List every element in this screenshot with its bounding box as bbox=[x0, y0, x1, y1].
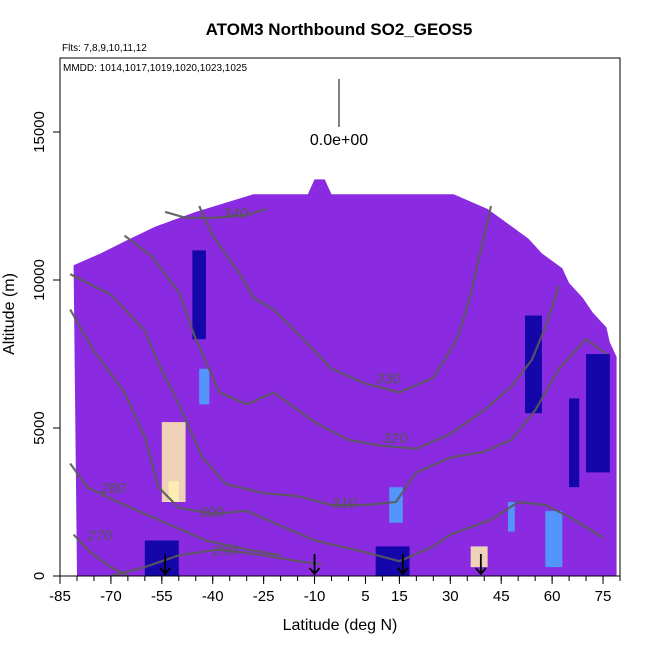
contour-label-280: 280 bbox=[100, 480, 127, 497]
x-tick-label: 15 bbox=[391, 588, 408, 605]
x-tick-label: -55 bbox=[151, 588, 173, 605]
profile-arrow-3 bbox=[475, 554, 487, 576]
x-tick-label: 60 bbox=[544, 588, 561, 605]
contour-300 bbox=[69, 309, 604, 563]
x-tick-label: 5 bbox=[361, 588, 369, 605]
heatmap-cell-9 bbox=[569, 398, 580, 488]
chart-title: ATOM3 Northbound SO2_GEOS5 bbox=[206, 20, 473, 39]
contour-330 bbox=[198, 205, 493, 394]
profile-arrow-0 bbox=[159, 554, 171, 576]
contour-270 bbox=[72, 533, 129, 576]
x-tick-label: 75 bbox=[595, 588, 612, 605]
contour-310 bbox=[69, 273, 608, 507]
x-tick-label: -85 bbox=[49, 588, 71, 605]
heatmap-cell-7 bbox=[508, 502, 515, 532]
x-tick-label: 30 bbox=[442, 588, 459, 605]
y-tick-label: 5000 bbox=[31, 411, 48, 444]
x-tick-label: 45 bbox=[493, 588, 510, 605]
x-axis-label: Latitude (deg N) bbox=[283, 617, 398, 634]
profile-arrow-1 bbox=[308, 554, 321, 576]
legend-value: 0.0e+00 bbox=[310, 132, 368, 149]
y-axis-label: Altitude (m) bbox=[1, 273, 18, 355]
plot-frame bbox=[59, 57, 621, 577]
x-tick-label: -25 bbox=[253, 588, 275, 605]
contour-label-310: 310 bbox=[332, 495, 358, 512]
heatmap-cell-6 bbox=[524, 315, 542, 414]
contour-320 bbox=[123, 234, 560, 450]
heatmap-domain bbox=[73, 179, 617, 576]
heatmap-cell-11 bbox=[375, 546, 410, 576]
contour-290 bbox=[110, 548, 322, 576]
dates-note: MMDD: 1014,1017,1019,1020,1023,1025 bbox=[63, 63, 247, 74]
x-axis: -85 -70 -55 -40 -25 -10 5 15 30 45 60 75 bbox=[49, 576, 621, 605]
heatmap-cell-1 bbox=[199, 368, 210, 405]
scale-legend: 0.0e+00 bbox=[310, 79, 368, 149]
profile-arrow-2 bbox=[397, 554, 409, 576]
plot-area: 270 280 290 300 310 320 330 340 bbox=[59, 57, 621, 577]
heatmap-cell-5 bbox=[470, 546, 488, 568]
heatmap-cell-4 bbox=[389, 487, 403, 523]
contour-label-320: 320 bbox=[382, 430, 408, 447]
x-tick-label: -10 bbox=[304, 588, 326, 605]
y-tick-label: 0 bbox=[31, 572, 48, 580]
y-tick-label: 10000 bbox=[31, 259, 48, 301]
heatmap-cell-8 bbox=[545, 510, 563, 568]
heatmap-cell-0 bbox=[192, 250, 206, 340]
heatmap-cell-3 bbox=[168, 481, 179, 502]
contour-340 bbox=[164, 207, 268, 219]
heatmap-cell-2 bbox=[161, 422, 186, 502]
contour-label-270: 270 bbox=[86, 527, 113, 544]
flights-note: Flts: 7,8,9,10,11,12 bbox=[62, 43, 147, 54]
contour-label-330: 330 bbox=[376, 371, 402, 388]
contour-label-300: 300 bbox=[199, 504, 225, 521]
x-tick-label: -40 bbox=[202, 588, 224, 605]
contour-label-290: 290 bbox=[212, 542, 239, 559]
x-tick-label: -70 bbox=[100, 588, 122, 605]
y-axis: 0 5000 10000 15000 bbox=[31, 111, 60, 580]
contour-280 bbox=[69, 462, 281, 557]
y-tick-label: 15000 bbox=[31, 111, 48, 153]
contour-label-340: 340 bbox=[223, 205, 249, 222]
heatmap-cell-12 bbox=[586, 354, 610, 473]
